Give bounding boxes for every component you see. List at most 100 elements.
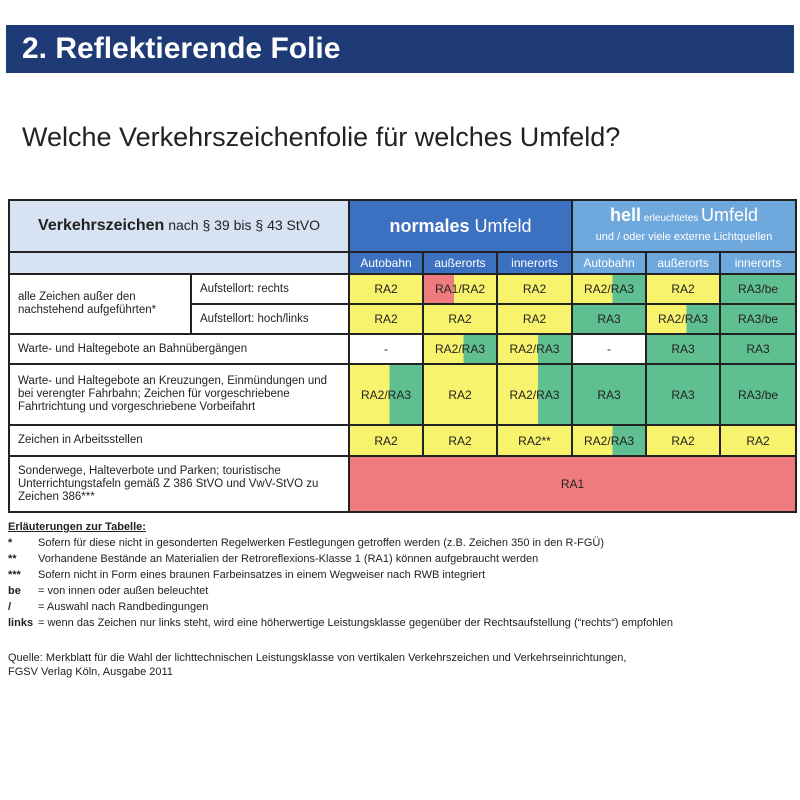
subheader-4: außerorts bbox=[645, 251, 722, 275]
cell-class: RA2 bbox=[645, 273, 722, 305]
cell-value: RA3 bbox=[671, 387, 695, 402]
table-row: Warte- und Haltegebote an Bahnübergängen… bbox=[7, 333, 798, 365]
hell-sub: und / oder viele externe Lichtquellen bbox=[595, 231, 773, 243]
note-key: ** bbox=[8, 553, 17, 565]
cell-class: RA2 bbox=[348, 424, 425, 457]
cell-class: RA3 bbox=[645, 333, 722, 365]
row-label: Zeichen in Arbeitsstellen bbox=[7, 424, 351, 457]
cell-value: RA2 bbox=[522, 282, 547, 296]
source: Quelle: Merkblatt für die Wahl der licht… bbox=[8, 651, 626, 679]
header-left-rest: nach § 39 bis § 43 StVO bbox=[164, 217, 320, 233]
cell-class: RA3/be bbox=[719, 363, 798, 426]
table-row: alle Zeichen außer den nachstehend aufge… bbox=[8, 273, 798, 335]
note-key: *** bbox=[8, 569, 21, 581]
cell-value: RA2/RA3 bbox=[584, 282, 635, 296]
cell-class: RA2 bbox=[645, 424, 722, 457]
note-text: Sofern nicht in Form eines braunen Farbe… bbox=[38, 569, 486, 581]
cell-value: RA2 bbox=[448, 312, 472, 326]
cell-value: RA2/RA3 bbox=[658, 312, 709, 326]
cell-class: RA2/RA3 bbox=[496, 333, 574, 365]
row-label: alle Zeichen außer den nachstehend aufge… bbox=[8, 273, 192, 335]
folie-table: Verkehrszeichen nach § 39 bis § 43 StVO … bbox=[7, 199, 798, 513]
cell-class: RA3/be bbox=[719, 303, 798, 335]
subheader-5: innerorts bbox=[719, 251, 798, 275]
hell-rest: Umfeld bbox=[701, 205, 759, 225]
cell-class: RA2/RA3 bbox=[348, 363, 425, 426]
note-item: be = von innen oder außen beleuchtet bbox=[8, 583, 673, 599]
cell-value: - bbox=[607, 342, 612, 356]
cell-class: RA2 bbox=[348, 303, 425, 335]
table-row: Warte- und Haltegebote an Kreuzungen, Ei… bbox=[7, 363, 798, 426]
normal-bold: normales bbox=[389, 215, 470, 236]
cell-value: RA2/RA3 bbox=[435, 342, 486, 356]
cell-class: RA2** bbox=[496, 424, 574, 457]
subtitle: Welche Verkehrszeichenfolie für welches … bbox=[22, 122, 621, 152]
notes: Erläuterungen zur Tabelle: * Sofern für d… bbox=[8, 519, 673, 631]
subheader-0: Autobahn bbox=[348, 251, 425, 275]
note-item: ** Vorhandene Bestände an Materialien der… bbox=[8, 551, 673, 567]
cell-value: RA2 bbox=[448, 387, 472, 402]
cell-value: RA2 bbox=[374, 282, 398, 296]
cell-class: RA1 bbox=[348, 455, 798, 513]
header-verkehrszeichen: Verkehrszeichen nach § 39 bis § 43 StVO bbox=[7, 199, 351, 253]
cell-value: RA3/be bbox=[738, 312, 779, 326]
cell-class: RA3 bbox=[571, 303, 648, 335]
subheader-3: Autobahn bbox=[571, 251, 648, 275]
cell-class: RA2 bbox=[422, 424, 499, 457]
header-left-bold: Verkehrszeichen bbox=[38, 217, 165, 234]
cell-value: RA3/be bbox=[738, 282, 779, 296]
cell-value: RA2 bbox=[671, 282, 695, 296]
header-spacer bbox=[7, 251, 351, 275]
cell-value: RA2/RA3 bbox=[361, 387, 412, 402]
cell-class: RA2 bbox=[348, 273, 425, 305]
note-item: links = wenn das Zeichen nur links steht,… bbox=[8, 615, 673, 631]
cell-value: RA2 bbox=[671, 433, 695, 448]
cell-class: RA2 bbox=[422, 363, 499, 426]
cell-value: RA2 bbox=[448, 433, 472, 448]
cell-value: RA2/RA3 bbox=[509, 342, 560, 356]
cell-value: RA2 bbox=[746, 433, 770, 448]
cell-value: RA2 bbox=[374, 433, 398, 448]
note-key: links bbox=[8, 617, 34, 629]
header-normal-umfeld: normales Umfeld bbox=[348, 199, 574, 253]
normal-rest: Umfeld bbox=[469, 215, 532, 236]
cell-class: RA3 bbox=[719, 333, 798, 365]
cell-class: RA3 bbox=[645, 363, 722, 426]
cell-class: - bbox=[571, 333, 648, 365]
note-item: *** Sofern nicht in Form eines braunen Fa… bbox=[8, 567, 673, 583]
hell-small: erleuchtetes bbox=[641, 213, 702, 224]
note-key: * bbox=[8, 537, 13, 549]
cell-class: - bbox=[348, 333, 425, 365]
cell-class: RA2/RA3 bbox=[645, 303, 722, 335]
cell-value: RA2 bbox=[374, 312, 398, 326]
note-text: = wenn das Zeichen nur links steht, wird… bbox=[38, 617, 673, 629]
source-line: Quelle: Merkblatt für die Wahl der licht… bbox=[8, 652, 627, 664]
hell-bold: hell bbox=[609, 205, 641, 225]
note-item: / = Auswahl nach Randbedingungen bbox=[8, 599, 673, 615]
cell-value: RA3 bbox=[746, 342, 770, 356]
cell-value: RA3 bbox=[597, 387, 621, 402]
note-text: Sofern für diese nicht in gesonderten Re… bbox=[38, 537, 605, 549]
row-sublabel: Aufstellort: hoch/links bbox=[189, 303, 351, 335]
header-hell-umfeld: hell erleuchtetes Umfeld und / oder viele… bbox=[571, 199, 798, 253]
title-bar: 2. Reflektierende Folie bbox=[6, 25, 794, 73]
cell-value: RA2/RA3 bbox=[584, 433, 635, 448]
cell-value: RA3/be bbox=[738, 387, 779, 402]
cell-value: RA2 bbox=[522, 312, 547, 326]
cell-value: - bbox=[384, 342, 389, 356]
row-label: Warte- und Haltegebote an Kreuzungen, Ei… bbox=[7, 363, 351, 426]
row-label: Sonderwege, Halteverbote und Parken; tou… bbox=[7, 455, 351, 513]
note-key: be bbox=[8, 585, 21, 597]
note-text: = Auswahl nach Randbedingungen bbox=[38, 601, 209, 613]
subheader-2: innerorts bbox=[496, 251, 574, 275]
row-label: Warte- und Haltegebote an Bahnübergängen bbox=[7, 333, 351, 365]
table-row: Zeichen in Arbeitsstellen RA2 RA2 RA2** RA2/… bbox=[7, 424, 798, 457]
cell-value: RA1/RA2 bbox=[435, 282, 486, 296]
cell-class: RA3/be bbox=[719, 273, 798, 305]
table-row: Sonderwege, Halteverbote und Parken; tou… bbox=[7, 455, 798, 513]
cell-value: RA1 bbox=[560, 477, 585, 491]
cell-class: RA2 bbox=[422, 303, 499, 335]
cell-value: RA3 bbox=[597, 312, 621, 326]
cell-class: RA2 bbox=[496, 303, 574, 335]
note-key: / bbox=[8, 601, 12, 613]
